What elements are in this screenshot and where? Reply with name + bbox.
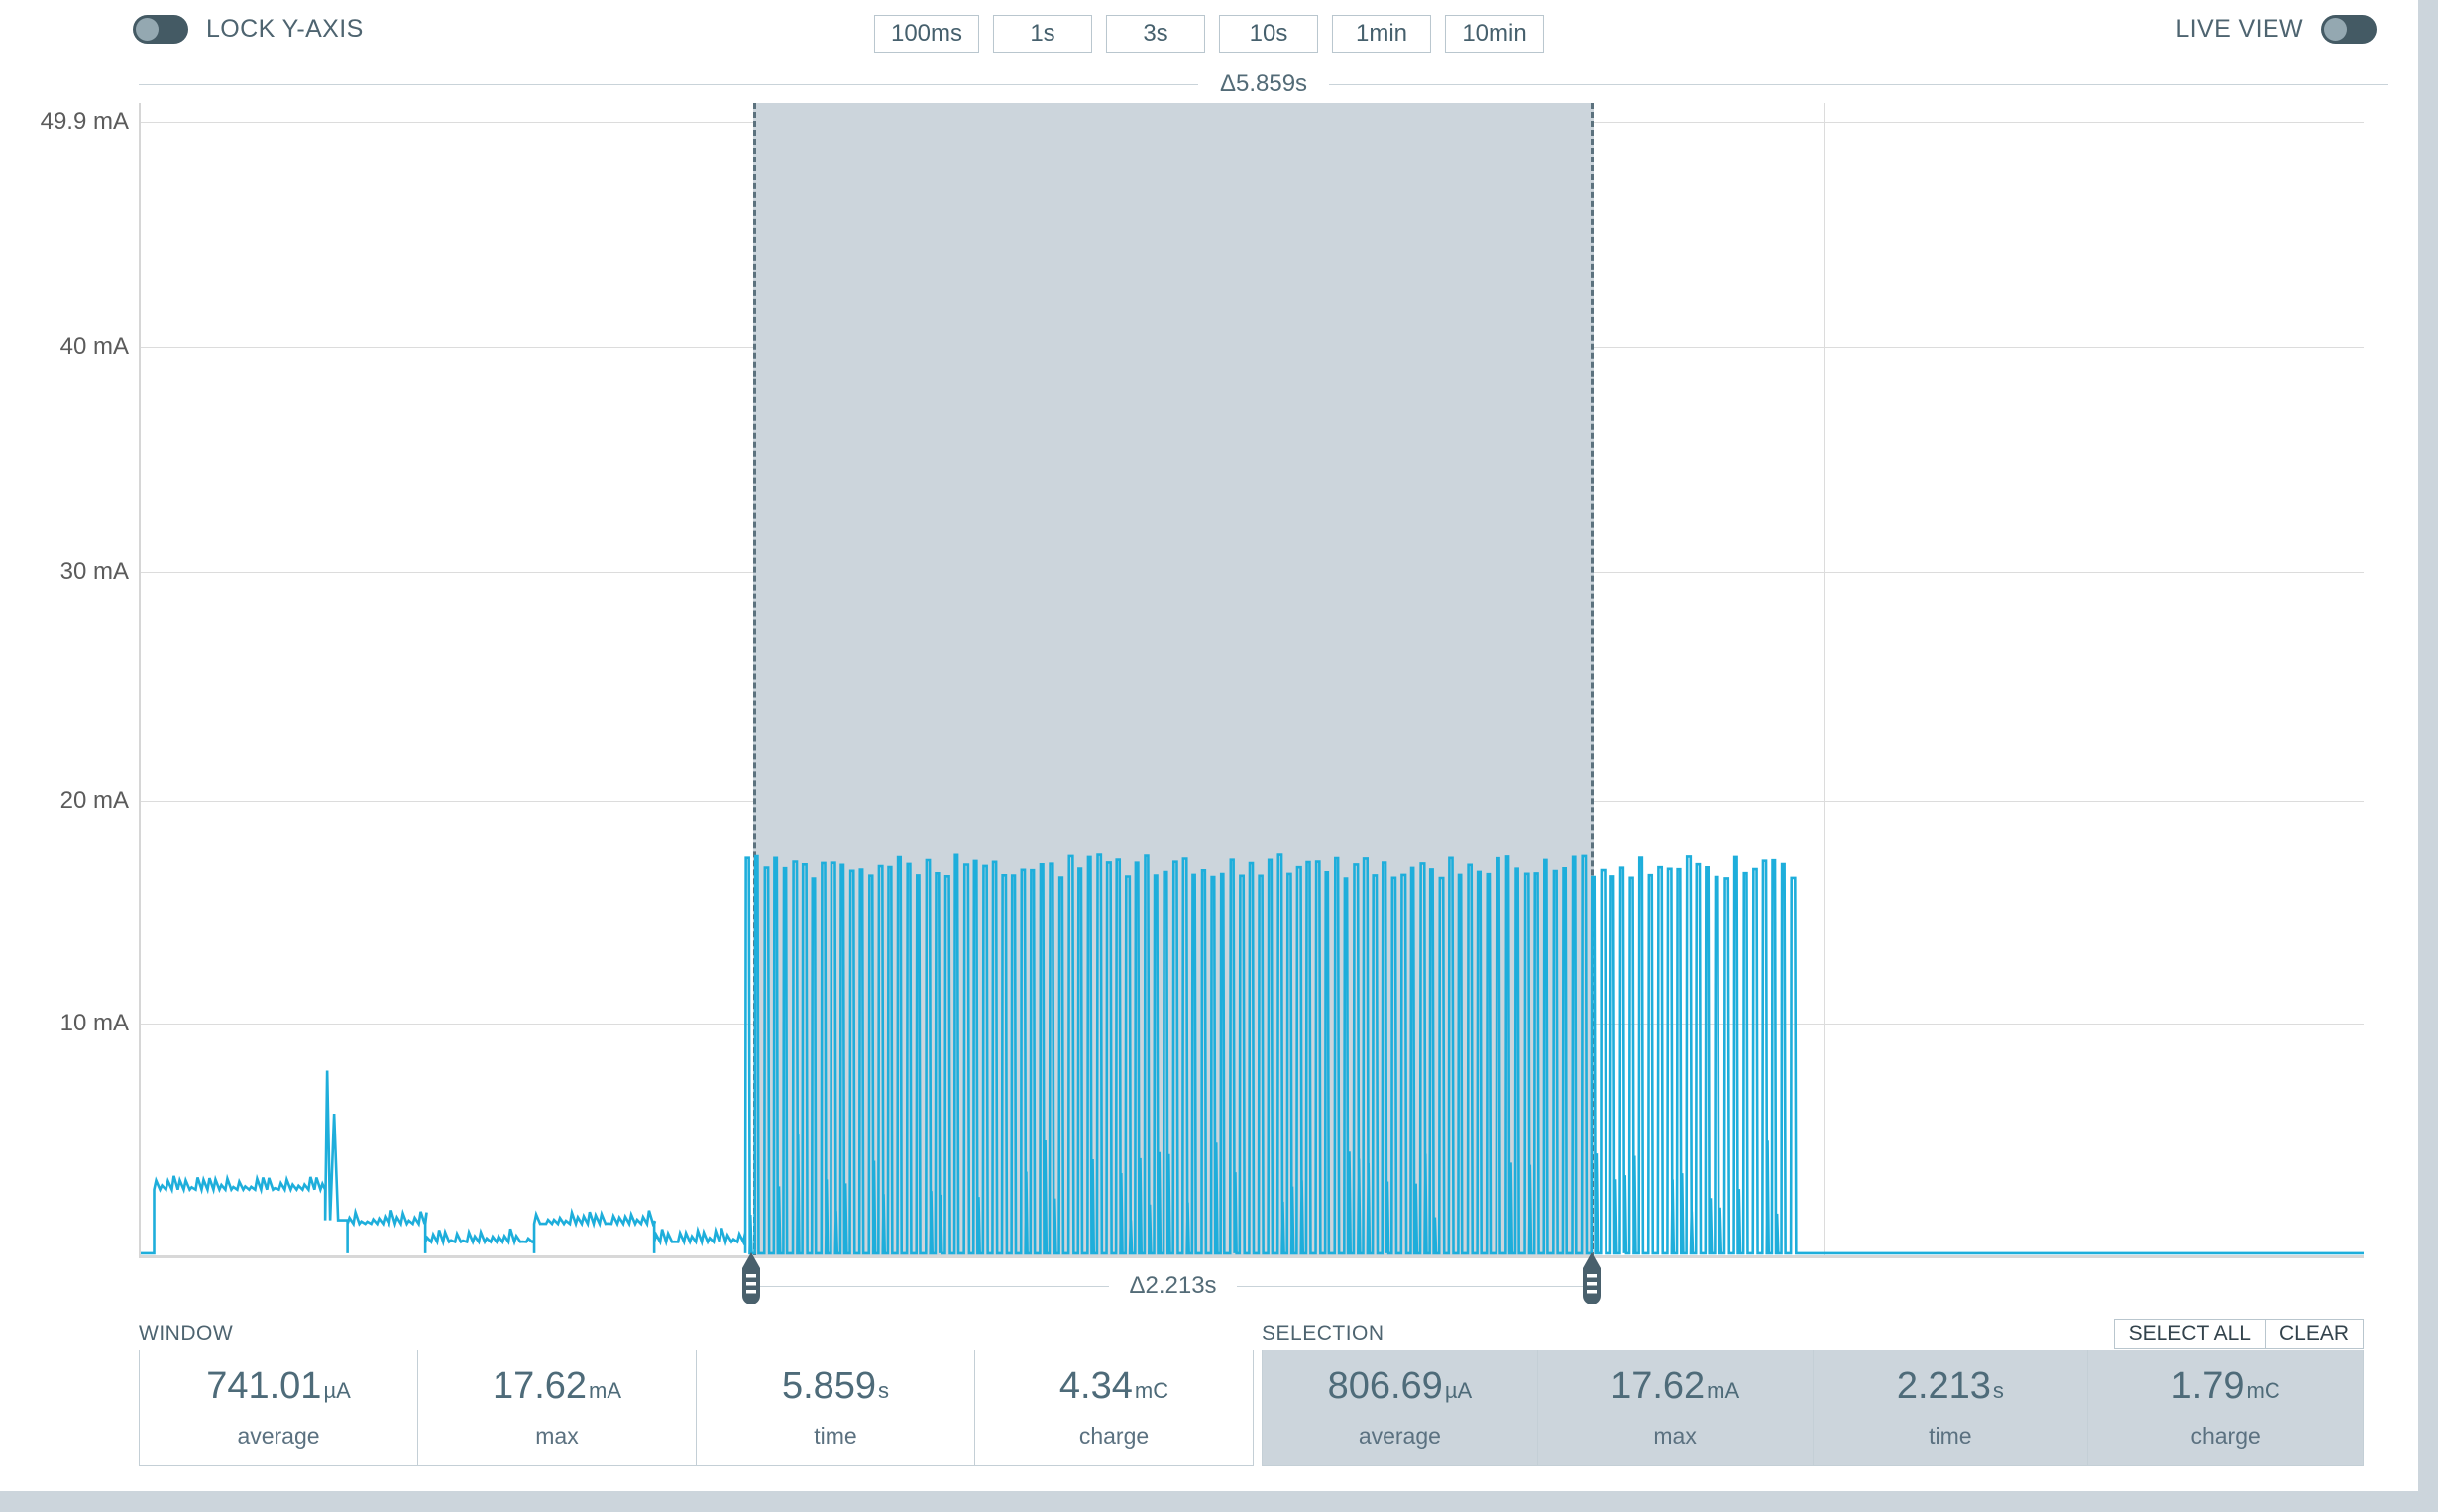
bottom-status-band	[0, 1491, 2438, 1512]
stat-cell-average: 806.69 µA average	[1263, 1350, 1538, 1465]
y-axis-tick-label: 20 mA	[59, 787, 129, 813]
y-axis-tick-label: 10 mA	[59, 1010, 129, 1036]
range-button-1min[interactable]: 1min	[1332, 15, 1432, 53]
toggle-icon[interactable]	[133, 15, 188, 44]
stat-value: 1.79	[2170, 1364, 2245, 1407]
stat-unit: mC	[1134, 1377, 1169, 1403]
y-axis-tick-label: 40 mA	[59, 333, 129, 360]
stat-value: 2.213	[1896, 1364, 1991, 1407]
select-all-button[interactable]: SELECT ALL	[2113, 1319, 2266, 1349]
toggle-knob	[2324, 18, 2347, 41]
sel-delta-line-right	[1236, 1285, 1595, 1287]
clear-button[interactable]: CLEAR	[2265, 1319, 2364, 1349]
right-edge-strip	[2418, 0, 2438, 1492]
top-toolbar: LOCK Y-AXIS 100ms 1s 3s 10s 1min 10min L…	[0, 0, 2418, 71]
range-button-10s[interactable]: 10s	[1219, 15, 1319, 53]
selection-panel-title: SELECTION	[1262, 1322, 1385, 1345]
window-stats-panel: WINDOW 741.01 µA average 17.62 mA max	[139, 1318, 1254, 1476]
stat-value: 5.859	[781, 1364, 877, 1407]
stats-row: WINDOW 741.01 µA average 17.62 mA max	[139, 1318, 2364, 1476]
stat-value: 806.69	[1327, 1364, 1443, 1407]
toggle-knob	[136, 18, 159, 41]
stat-label: charge	[2190, 1422, 2261, 1449]
stat-cell-max: 17.62 mA max	[1537, 1350, 1814, 1465]
live-view-control[interactable]: LIVE VIEW	[2175, 15, 2377, 44]
selection-handle-left[interactable]	[738, 1252, 764, 1305]
selection-duration-indicator: Δ2.213s	[751, 1272, 1595, 1300]
window-panel-title: WINDOW	[139, 1322, 234, 1345]
y-axis-tick-label: 49.9 mA	[40, 108, 129, 135]
selection-stats-panel: SELECTION SELECT ALL CLEAR 806.69 µA ave…	[1262, 1318, 2364, 1476]
stat-value-group: 5.859 s	[782, 1367, 889, 1405]
selection-stat-cells: 806.69 µA average 17.62 mA max 2.213 s	[1262, 1350, 2364, 1466]
current-waveform	[141, 853, 2364, 1255]
stat-value-group: 806.69 µA	[1328, 1367, 1473, 1405]
range-button-1s[interactable]: 1s	[993, 15, 1093, 53]
y-axis-tick-label: 30 mA	[59, 558, 129, 585]
window-stat-cells: 741.01 µA average 17.62 mA max 5.859 s	[139, 1350, 1254, 1466]
stat-label: time	[1929, 1422, 1972, 1449]
window-delta-label: Δ5.859s	[1219, 70, 1308, 97]
selection-actions: SELECT ALL CLEAR	[2113, 1319, 2364, 1349]
stat-value-group: 17.62 mA	[1610, 1367, 1739, 1405]
selection-handle-right[interactable]	[1579, 1252, 1605, 1305]
stat-unit: mA	[1707, 1377, 1740, 1403]
stat-value-group: 1.79 mC	[2171, 1367, 2280, 1405]
sel-delta-line-left	[751, 1285, 1110, 1287]
stat-unit: s	[878, 1377, 890, 1403]
live-view-label: LIVE VIEW	[2175, 15, 2303, 43]
stat-label: average	[1358, 1422, 1441, 1449]
lock-y-axis-label: LOCK Y-AXIS	[206, 15, 364, 43]
gridline-vertical	[1824, 103, 1825, 1258]
stat-unit: µA	[323, 1377, 351, 1403]
selection-panel-header: SELECTION SELECT ALL CLEAR	[1262, 1318, 2364, 1350]
stat-value: 17.62	[1610, 1364, 1706, 1407]
stat-unit: s	[1992, 1377, 2004, 1403]
stat-unit: mA	[589, 1377, 622, 1403]
selection-delta-label: Δ2.213s	[1129, 1272, 1217, 1299]
stat-label: charge	[1078, 1422, 1150, 1449]
stat-label: time	[814, 1422, 857, 1449]
stat-unit: µA	[1444, 1377, 1473, 1403]
lock-y-axis-control[interactable]: LOCK Y-AXIS	[133, 15, 364, 44]
stat-value: 17.62	[492, 1364, 588, 1407]
stat-value: 741.01	[206, 1364, 322, 1407]
stat-label: average	[237, 1422, 320, 1449]
toggle-icon[interactable]	[2321, 15, 2377, 44]
time-range-buttons: 100ms 1s 3s 10s 1min 10min	[873, 15, 1545, 53]
stat-value-group: 741.01 µA	[206, 1367, 351, 1405]
stat-value: 4.34	[1058, 1364, 1133, 1407]
plot-canvas[interactable]	[139, 103, 2364, 1258]
stat-label: max	[535, 1422, 579, 1449]
window-panel-header: WINDOW	[139, 1318, 1254, 1350]
stat-cell-charge: 1.79 mC charge	[2088, 1350, 2363, 1465]
stat-cell-time: 2.213 s time	[1813, 1350, 2089, 1465]
x-axis-line	[141, 1255, 2364, 1258]
range-button-3s[interactable]: 3s	[1106, 15, 1206, 53]
range-button-10min[interactable]: 10min	[1445, 15, 1545, 53]
window-delta-line-right	[1329, 83, 2388, 85]
stat-cell-max: 17.62 mA max	[418, 1350, 697, 1465]
stat-unit: mC	[2246, 1377, 2280, 1403]
selection-handles-row: Δ2.213s	[139, 1252, 2364, 1308]
stat-label: max	[1653, 1422, 1697, 1449]
stat-value-group: 2.213 s	[1897, 1367, 2004, 1405]
current-chart[interactable]: 49.9 mA 40 mA 30 mA 20 mA 10 mA	[0, 103, 2418, 1258]
range-button-100ms[interactable]: 100ms	[873, 15, 980, 53]
stat-value-group: 4.34 mC	[1059, 1367, 1168, 1405]
stat-value-group: 17.62 mA	[493, 1367, 621, 1405]
stat-cell-charge: 4.34 mC charge	[975, 1350, 1253, 1465]
window-duration-indicator: Δ5.859s	[139, 67, 2388, 101]
stat-cell-time: 5.859 s time	[697, 1350, 975, 1465]
window-delta-line-left	[139, 83, 1198, 85]
stat-cell-average: 741.01 µA average	[140, 1350, 418, 1465]
